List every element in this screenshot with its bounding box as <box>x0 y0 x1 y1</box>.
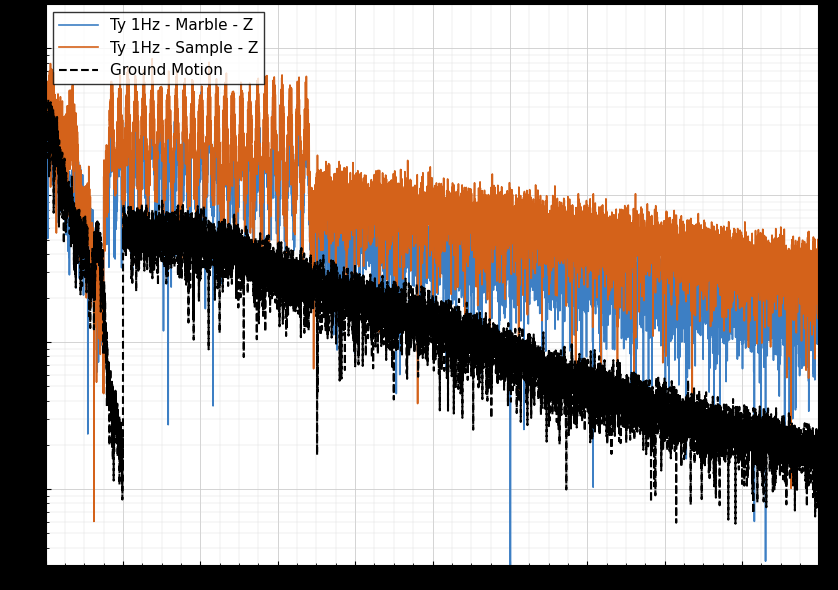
Ty 1Hz - Marble - Z <box>656 255 666 263</box>
Ty 1Hz - Sample - Z <box>81 294 91 301</box>
Ground Motion <box>499 328 510 335</box>
Ty 1Hz - Marble - Z <box>815 328 825 335</box>
Ty 1Hz - Marble - Z <box>81 221 91 228</box>
Ground Motion <box>731 520 741 527</box>
Ty 1Hz - Marble - Z <box>499 286 510 293</box>
Ground Motion <box>615 386 625 393</box>
Ty 1Hz - Sample - Z <box>147 55 158 63</box>
Ty 1Hz - Sample - Z <box>89 518 99 525</box>
Ty 1Hz - Sample - Z <box>533 232 543 239</box>
Ground Motion <box>533 374 543 381</box>
Ty 1Hz - Sample - Z <box>322 216 332 223</box>
Ground Motion <box>656 391 666 398</box>
Line: Ty 1Hz - Marble - Z: Ty 1Hz - Marble - Z <box>48 86 820 590</box>
Ty 1Hz - Sample - Z <box>43 97 53 104</box>
Ty 1Hz - Sample - Z <box>656 242 666 249</box>
Ty 1Hz - Marble - Z <box>533 260 543 267</box>
Ground Motion <box>81 257 91 264</box>
Ty 1Hz - Marble - Z <box>322 226 332 233</box>
Ground Motion <box>815 461 825 468</box>
Ground Motion <box>322 296 332 303</box>
Ty 1Hz - Sample - Z <box>615 284 625 291</box>
Ty 1Hz - Sample - Z <box>815 258 825 266</box>
Line: Ty 1Hz - Sample - Z: Ty 1Hz - Sample - Z <box>48 59 820 522</box>
Line: Ground Motion: Ground Motion <box>48 99 820 524</box>
Ty 1Hz - Marble - Z <box>122 82 132 89</box>
Ty 1Hz - Marble - Z <box>615 264 625 271</box>
Legend: Ty 1Hz - Marble - Z, Ty 1Hz - Sample - Z, Ground Motion: Ty 1Hz - Marble - Z, Ty 1Hz - Sample - Z… <box>54 12 264 84</box>
Ground Motion <box>44 96 54 103</box>
Ty 1Hz - Sample - Z <box>499 251 510 258</box>
Ty 1Hz - Marble - Z <box>43 106 53 113</box>
Ground Motion <box>43 127 53 134</box>
